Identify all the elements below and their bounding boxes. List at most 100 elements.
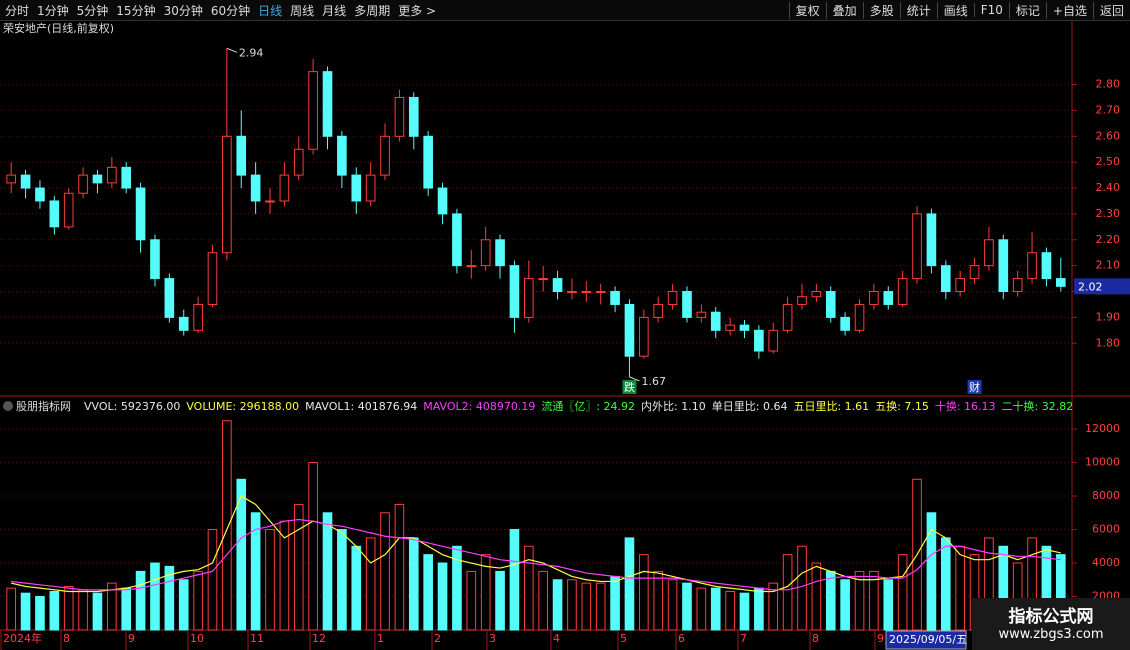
candle-body	[754, 329, 764, 352]
candle-body	[6, 174, 17, 184]
period-tab[interactable]: 周线	[290, 3, 315, 18]
tool-button[interactable]: 返回	[1092, 1, 1130, 19]
volume-bar	[135, 570, 146, 631]
candle-body	[35, 187, 45, 202]
candle-body	[912, 213, 922, 280]
period-tab[interactable]: 分时	[5, 3, 30, 18]
y-tick-label: 12000	[1085, 422, 1120, 435]
tool-button[interactable]: 复权	[788, 1, 826, 19]
max-label: 2.94	[239, 46, 264, 59]
period-tab[interactable]: 多周期	[354, 3, 391, 18]
x-tick-label: 6	[678, 632, 685, 645]
period-tab[interactable]: 5分钟	[76, 3, 109, 18]
tool-button[interactable]: F10	[973, 3, 1009, 17]
volume-bar	[682, 582, 692, 631]
indicator-value: VVOL: 592376.00	[84, 400, 180, 413]
candle-body	[164, 278, 175, 318]
tool-button[interactable]: 统计	[899, 1, 937, 19]
candle-body	[408, 97, 419, 137]
candle-body	[293, 148, 304, 176]
candle-body	[1012, 278, 1023, 293]
watermark-url: www.zbgs3.com	[998, 627, 1104, 642]
price-tag-label: 2.02	[1078, 280, 1103, 293]
volume-bar	[754, 587, 764, 631]
indicator-value: VOLUME: 296188.00	[186, 400, 299, 413]
watermark: 指标公式网 www.zbgs3.com	[972, 598, 1130, 650]
period-tabs: 分时 1分钟 5分钟 15分钟 30分钟 60分钟 日线 周线 月线 多周期 更多 >	[2, 0, 441, 20]
tool-button[interactable]: 多股	[862, 1, 900, 19]
menu-icon[interactable]	[3, 401, 13, 411]
period-tab[interactable]: 1分钟	[37, 3, 69, 18]
tool-buttons: 复权 叠加 多股 统计 画线 F10 标记 +自选 返回	[788, 0, 1130, 20]
candle-body	[567, 291, 577, 294]
volume-bar	[380, 512, 390, 631]
candle-body	[869, 291, 879, 305]
volume-bar	[164, 565, 175, 631]
indicator-value: 二十换: 32.82	[1002, 399, 1074, 413]
candle-body	[739, 324, 750, 331]
price-tag	[1074, 278, 1130, 295]
volume-bar	[538, 570, 549, 631]
candle-body	[725, 324, 735, 331]
x-tick-label: 8	[63, 632, 70, 645]
volume-bar	[552, 579, 563, 631]
watermark-title: 指标公式网	[1008, 607, 1094, 627]
candle-body	[495, 239, 505, 267]
indicator-value: 单日里比: 0.64	[712, 400, 788, 413]
volume-bar	[452, 545, 462, 631]
y-tick-label: 2.80	[1096, 78, 1121, 91]
candle-body	[782, 303, 793, 331]
candle-body	[797, 296, 807, 305]
volume-bar	[35, 596, 45, 631]
indicator-values: VVOL: 592376.00 VOLUME: 296188.00 MAVOL1: …	[84, 399, 1073, 413]
candle-body	[595, 291, 606, 294]
volume-bar	[495, 570, 505, 631]
candle-body	[969, 265, 980, 280]
period-tab[interactable]: 日线	[258, 3, 283, 18]
volume-bar	[222, 420, 232, 631]
period-tab[interactable]: 月线	[322, 3, 347, 18]
volume-bar	[293, 503, 304, 631]
indicator-value: 十换: 16.13	[935, 399, 996, 413]
volume-bar	[466, 570, 477, 631]
volume-bar	[250, 512, 261, 631]
tool-button[interactable]: 画线	[936, 1, 974, 19]
volume-bar	[437, 562, 448, 631]
volume-bar	[955, 545, 965, 631]
candle-body	[897, 278, 908, 305]
volume-bar	[840, 579, 850, 631]
candle-body	[466, 265, 477, 268]
volume-bar	[825, 570, 836, 631]
x-tick-label: 11	[250, 632, 264, 645]
candle-body	[207, 252, 218, 305]
pointer	[226, 47, 238, 53]
y-tick-label: 6000	[1092, 523, 1120, 536]
volume-bar	[696, 587, 707, 631]
period-tab[interactable]: 更多 >	[398, 3, 437, 18]
candle-body	[423, 135, 433, 189]
candle-body	[523, 278, 534, 318]
x-tick-label: 1	[377, 632, 384, 645]
period-tab[interactable]: 15分钟	[116, 3, 156, 18]
volume-bar	[49, 590, 60, 631]
marker: 跌	[624, 380, 635, 394]
candle-body	[322, 71, 333, 137]
candle-body	[538, 278, 549, 281]
tool-button[interactable]: 标记	[1008, 1, 1046, 19]
marker: 财	[969, 380, 980, 394]
period-tab[interactable]: 60分钟	[210, 3, 251, 18]
marker-box	[967, 380, 982, 394]
tool-button[interactable]: 叠加	[825, 1, 863, 19]
x-tick-label: 9	[877, 632, 884, 645]
volume-bar	[121, 587, 132, 631]
y-tick-label: 2.20	[1096, 233, 1121, 246]
volume-bar	[480, 554, 491, 631]
candle-body	[279, 174, 290, 202]
candle-body	[236, 135, 247, 176]
volume-bar	[768, 582, 779, 631]
candle-body	[107, 166, 117, 184]
tool-button[interactable]: +自选	[1045, 1, 1093, 19]
period-tab[interactable]: 30分钟	[163, 3, 203, 18]
volume-bar	[236, 478, 247, 631]
volume-bar	[509, 529, 520, 631]
